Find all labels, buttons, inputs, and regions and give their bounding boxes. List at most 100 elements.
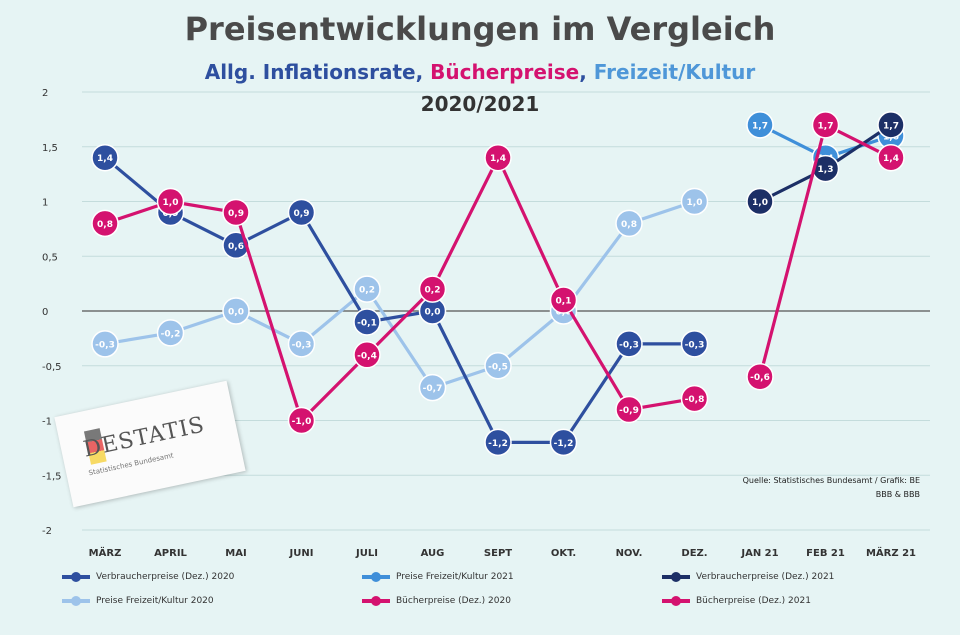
data-label: 1,3 — [818, 165, 834, 175]
legend-label: Bücherpreise (Dez.) 2021 — [696, 596, 811, 606]
chart-title: Preisentwicklungen im Vergleich — [184, 10, 776, 48]
data-point — [222, 198, 250, 227]
data-point — [746, 362, 774, 391]
legend-item: Bücherpreise (Dez.) 2021 — [662, 596, 811, 606]
data-point — [91, 143, 119, 172]
series-lines: -0,3-0,20,0-0,30,2-0,7-0,50,00,81,01,40,… — [91, 111, 905, 457]
subtitle-inflation: Allg. Inflationsrate — [204, 60, 416, 84]
legend-label: Verbraucherpreise (Dez.) 2021 — [696, 572, 835, 582]
data-point — [680, 330, 709, 358]
data-point — [877, 143, 905, 172]
legend-label: Preise Freizeit/Kultur 2021 — [396, 572, 514, 582]
x-axis-ticks: MÄRZ APRIL MAI JUNI JULI AUG SEPT OKT. NOV. DEZ. J… — [89, 545, 916, 559]
data-point — [484, 428, 512, 457]
data-label: -0,4 — [357, 351, 377, 361]
data-point — [615, 330, 643, 358]
source-line-2: BBB & BBB — [875, 490, 920, 499]
data-point — [156, 187, 185, 216]
x-tick-label: MÄRZ — [89, 545, 122, 559]
data-label: -0,3 — [619, 340, 639, 350]
data-label: 1,0 — [752, 198, 768, 208]
data-label: -0,3 — [292, 340, 312, 350]
legend-item: Bücherpreise (Dez.) 2020 — [362, 596, 511, 606]
x-tick-label: JUNI — [289, 548, 314, 559]
data-label: -0,7 — [423, 384, 443, 394]
data-point — [91, 330, 119, 358]
data-label: 1,7 — [818, 121, 834, 131]
data-label: 1,4 — [490, 154, 506, 164]
chart-legend: Verbraucherpreise (Dez.) 2020 Preise Frei… — [62, 572, 942, 622]
series-line — [103, 156, 695, 444]
data-point — [680, 187, 709, 216]
series-0: -0,3 -0,2 0,0 -0,3 0,2 -0,7 -0,5 0,0 0,8 1,0 — [91, 187, 709, 402]
series-line — [104, 199, 696, 390]
data-point — [877, 111, 905, 139]
data-label: -1,2 — [488, 439, 508, 449]
data-point — [615, 209, 643, 238]
y-tick-label: 1,5 — [42, 143, 58, 154]
data-label: 0,9 — [294, 209, 310, 219]
data-point — [91, 209, 119, 238]
x-tick-label: APRIL — [154, 548, 187, 559]
x-tick-label: MAI — [225, 548, 246, 559]
data-label: -0,3 — [685, 340, 705, 350]
data-point — [287, 406, 316, 435]
data-label: 1,4 — [97, 154, 113, 164]
legend-label: Bücherpreise (Dez.) 2020 — [396, 596, 511, 606]
subtitle-separator: , — [415, 60, 431, 84]
chart-subtitle: Allg. Inflationsrate, Bücherpreise, Frei… — [0, 60, 960, 84]
data-label: 0,8 — [97, 220, 113, 230]
y-tick-label: 1 — [42, 198, 48, 209]
x-tick-label: JULI — [355, 548, 378, 559]
data-label: 1,0 — [163, 198, 179, 208]
data-point — [222, 231, 250, 260]
source-line-1: Quelle: Statistisches Bundesamt / Grafik… — [742, 476, 920, 485]
subtitle-books: Bücherpreise — [430, 60, 580, 84]
legend-swatch — [662, 596, 690, 606]
data-point — [418, 373, 447, 402]
y-tick-label: -1,5 — [42, 471, 62, 482]
legend-item: Verbraucherpreise (Dez.) 2021 — [662, 572, 834, 582]
series-4: 1,0 1,3 1,7 — [746, 111, 905, 216]
y-tick-label: 0 — [42, 307, 48, 318]
x-tick-label: NOV. — [616, 548, 643, 559]
legend-swatch — [62, 572, 90, 582]
data-label: -0,8 — [685, 395, 705, 405]
data-label: -0,5 — [488, 362, 508, 372]
x-tick-label: JAN 21 — [740, 548, 778, 559]
legend-swatch — [362, 572, 390, 582]
logo-text: DESTATIS — [81, 412, 208, 463]
data-point — [746, 111, 774, 139]
data-point — [353, 275, 381, 303]
data-label: 0,9 — [228, 209, 244, 219]
data-label: 1,0 — [687, 198, 703, 208]
source-note: Quelle: Statistisches Bundesamt / Grafik… — [743, 474, 920, 502]
data-point — [615, 395, 643, 424]
y-axis-ticks: 2 1,5 1 0,5 0 -0,5 -1 -1,5 -2 — [42, 88, 62, 537]
data-point — [287, 198, 316, 227]
data-label: -0,9 — [619, 406, 639, 416]
legend-label: Preise Freizeit/Kultur 2020 — [96, 596, 214, 606]
chart-years: 2020/2021 — [420, 92, 540, 116]
subtitle-leisure: Freizeit/Kultur — [593, 60, 756, 84]
legend-item: Preise Freizeit/Kultur 2020 — [62, 596, 214, 606]
y-tick-label: 0,5 — [42, 252, 58, 263]
x-tick-label: MÄRZ 21 — [866, 545, 916, 559]
data-label: 1,7 — [883, 121, 899, 131]
data-point — [549, 286, 578, 314]
x-tick-label: SEPT — [484, 548, 512, 559]
y-tick-label: -2 — [42, 526, 52, 537]
data-point — [353, 308, 381, 336]
data-point — [484, 352, 512, 380]
data-point — [287, 330, 316, 358]
y-tick-label: 2 — [42, 88, 48, 99]
data-label: -1,0 — [292, 417, 312, 427]
data-label: -0,1 — [357, 318, 377, 328]
legend-swatch — [662, 572, 690, 582]
legend-swatch — [362, 596, 390, 606]
data-label: 0,1 — [556, 297, 572, 307]
legend-swatch — [62, 596, 90, 606]
x-tick-label: AUG — [421, 548, 445, 559]
data-point — [549, 428, 578, 457]
